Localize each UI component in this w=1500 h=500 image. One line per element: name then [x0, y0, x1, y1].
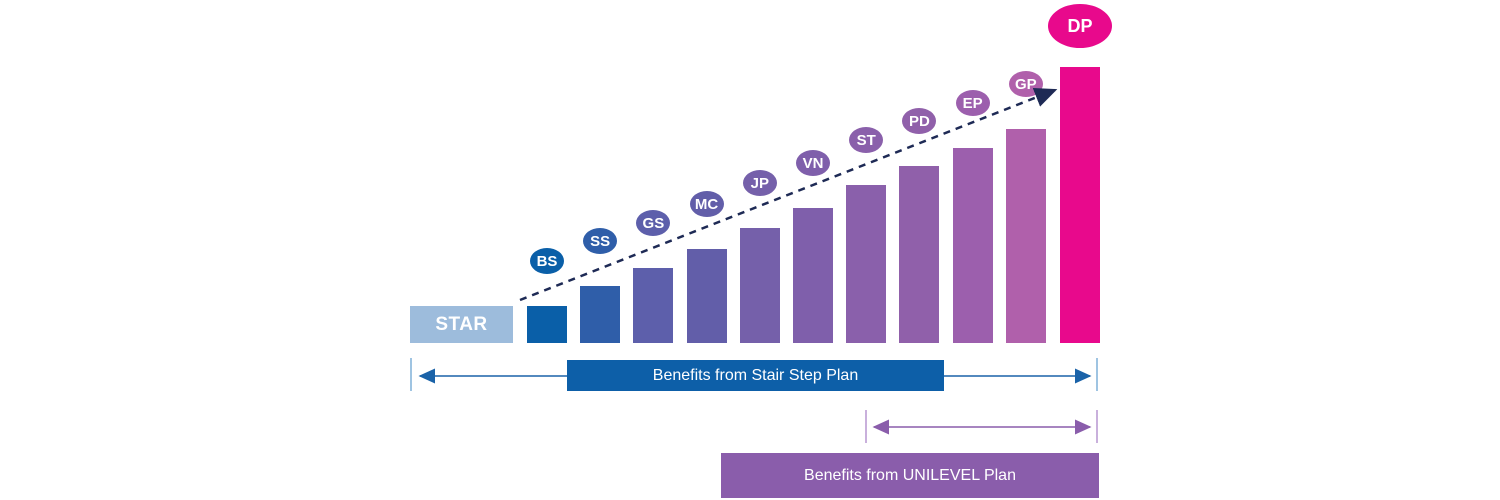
rank-bubble-dp: DP [1048, 4, 1112, 48]
stair-step-banner: Benefits from Stair Step Plan [567, 360, 944, 391]
rank-bar-gp [1005, 129, 1046, 343]
rank-bubble-ss: SS [583, 228, 618, 254]
rank-bar-mc [686, 249, 727, 343]
rank-bar-ep [952, 148, 993, 343]
rank-bubble-vn: VN [796, 150, 830, 176]
rank-bar-st [846, 185, 887, 343]
rank-bubble-ep: EP [955, 90, 990, 116]
rank-bubble-bs: BS [530, 248, 564, 274]
rank-bar-pd [899, 166, 940, 343]
rank-bubble-mc: MC [689, 191, 724, 217]
growth-dashed-arrow [519, 87, 1058, 302]
rank-bubble-pd: PD [902, 108, 937, 134]
rank-bar-dp [1060, 67, 1100, 343]
rank-bar-bs [527, 306, 567, 343]
rank-bar-ss [580, 286, 621, 343]
star-rank-box: STAR [410, 306, 513, 343]
rank-bar-gs [633, 268, 674, 343]
unilevel-banner: Benefits from UNILEVEL Plan [721, 453, 1099, 498]
rank-bar-jp [739, 228, 780, 343]
rank-bar-vn [793, 208, 833, 343]
rank-bubble-st: ST [849, 127, 884, 153]
rank-bubble-gs: GS [636, 210, 671, 236]
rank-bubble-jp: JP [742, 170, 777, 196]
